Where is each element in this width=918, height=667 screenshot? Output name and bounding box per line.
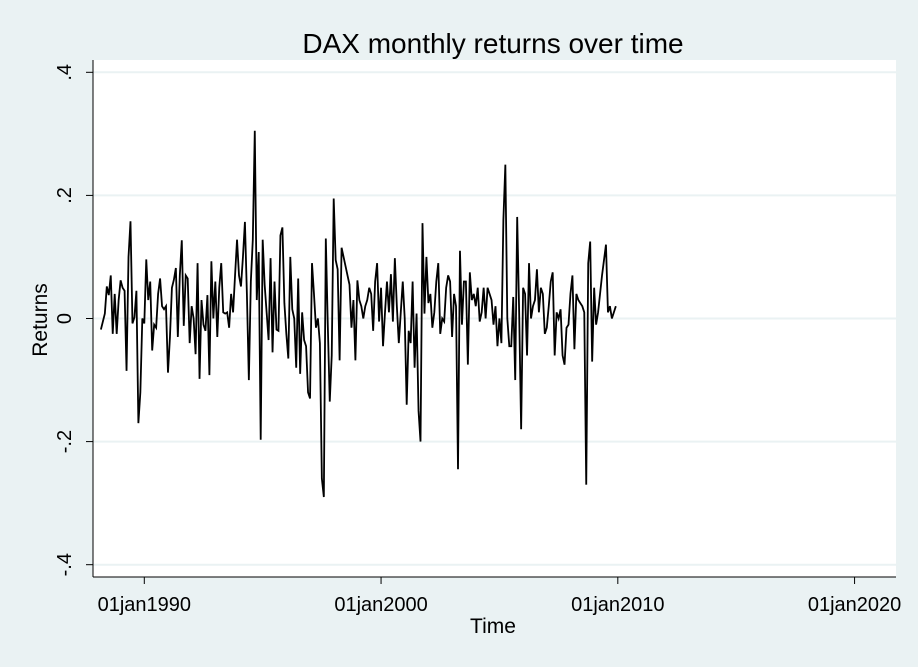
chart-title: DAX monthly returns over time — [302, 28, 683, 59]
x-axis-title: Time — [470, 615, 516, 638]
y-tick-label: .2 — [54, 187, 76, 204]
x-axis: 01jan1990 01jan2000 01jan2010 01jan2020 — [93, 576, 901, 616]
series-group — [100, 130, 617, 498]
y-tick-label: -.4 — [54, 553, 76, 576]
x-tick-label: 01jan1990 — [98, 594, 191, 616]
y-tick-label: -.2 — [54, 430, 76, 453]
x-tick-label: 01jan2010 — [571, 594, 664, 616]
x-tick-label: 01jan2020 — [808, 594, 901, 616]
series-line — [100, 130, 617, 498]
y-axis-title: Returns — [29, 283, 52, 357]
y-tick-label: 0 — [54, 313, 76, 324]
y-axis: .4 .2 0 -.2 -.4 — [54, 60, 94, 577]
y-tick-label: .4 — [54, 64, 76, 81]
x-tick-label: 01jan2000 — [334, 594, 427, 616]
